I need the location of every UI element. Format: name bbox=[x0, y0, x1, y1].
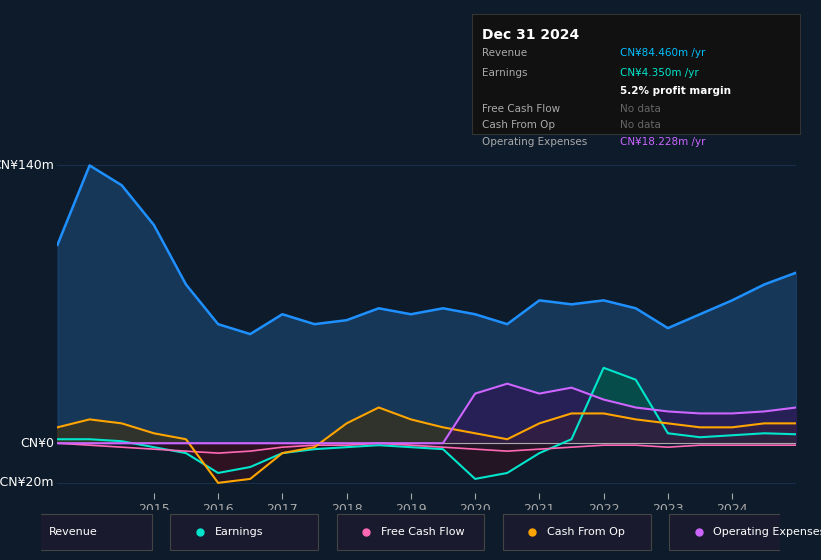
Text: Free Cash Flow: Free Cash Flow bbox=[482, 104, 560, 114]
Text: CN¥18.228m /yr: CN¥18.228m /yr bbox=[620, 137, 705, 147]
Text: -CN¥20m: -CN¥20m bbox=[0, 477, 54, 489]
Text: Dec 31 2024: Dec 31 2024 bbox=[482, 29, 579, 43]
Text: No data: No data bbox=[620, 120, 661, 130]
Text: Free Cash Flow: Free Cash Flow bbox=[381, 527, 465, 537]
Text: Earnings: Earnings bbox=[482, 68, 527, 78]
FancyBboxPatch shape bbox=[502, 514, 651, 550]
Text: Earnings: Earnings bbox=[214, 527, 264, 537]
FancyBboxPatch shape bbox=[4, 514, 152, 550]
Text: No data: No data bbox=[620, 104, 661, 114]
Text: CN¥0: CN¥0 bbox=[20, 437, 54, 450]
Text: Operating Expenses: Operating Expenses bbox=[713, 527, 821, 537]
Text: 5.2% profit margin: 5.2% profit margin bbox=[620, 86, 731, 96]
Text: CN¥84.460m /yr: CN¥84.460m /yr bbox=[620, 48, 705, 58]
Text: CN¥4.350m /yr: CN¥4.350m /yr bbox=[620, 68, 699, 78]
FancyBboxPatch shape bbox=[669, 514, 817, 550]
Text: Revenue: Revenue bbox=[48, 527, 97, 537]
FancyBboxPatch shape bbox=[337, 514, 484, 550]
Text: Cash From Op: Cash From Op bbox=[482, 120, 555, 130]
Text: Cash From Op: Cash From Op bbox=[547, 527, 625, 537]
FancyBboxPatch shape bbox=[170, 514, 318, 550]
Text: Revenue: Revenue bbox=[482, 48, 527, 58]
Text: CN¥140m: CN¥140m bbox=[0, 159, 54, 172]
Text: Operating Expenses: Operating Expenses bbox=[482, 137, 587, 147]
